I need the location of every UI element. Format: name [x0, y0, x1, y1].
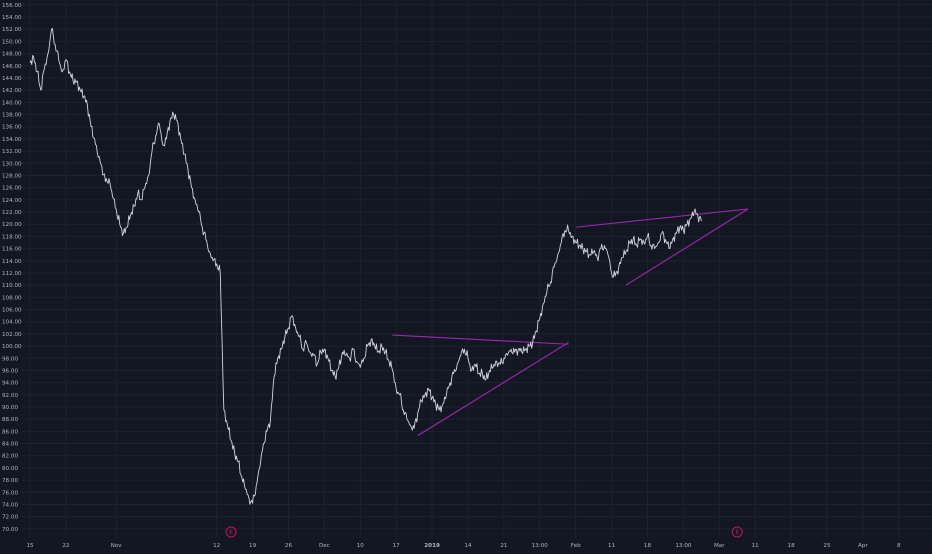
trendline[interactable]	[575, 208, 749, 228]
y-tick-label: 110.00	[2, 283, 22, 289]
x-tick-label: 12	[213, 543, 220, 549]
y-tick-label: 98.00	[2, 356, 18, 362]
x-tick-label: 11	[608, 543, 616, 549]
x-tick-label: 14	[464, 543, 472, 549]
y-tick-label: 142.00	[2, 88, 22, 94]
earnings-marker[interactable]: E	[225, 526, 237, 538]
x-tick-label: 17	[393, 543, 401, 549]
earnings-marker-label: E	[735, 529, 739, 536]
x-tick-label: 11	[752, 543, 760, 549]
y-tick-label: 88.00	[2, 417, 18, 423]
y-tick-label: 146.00	[2, 64, 22, 70]
x-tick-label: Apr	[858, 543, 868, 549]
y-tick-label: 156.00	[2, 3, 22, 9]
x-tick-label: 15	[26, 543, 34, 549]
x-tick-label: Nov	[111, 543, 123, 549]
y-tick-label: 140.00	[2, 100, 22, 106]
y-tick-label: 76.00	[2, 490, 18, 496]
y-tick-label: 152.00	[2, 27, 22, 33]
y-tick-label: 80.00	[2, 466, 18, 472]
y-tick-label: 90.00	[2, 405, 18, 411]
y-tick-label: 150.00	[2, 39, 22, 45]
y-axis[interactable]: 70.00 72.00 74.00 76.00 78.00 80.00 82.00 84.00…	[2, 3, 22, 533]
y-tick-label: 118.00	[2, 234, 22, 240]
y-tick-label: 114.00	[2, 259, 22, 265]
x-tick-label: 2019	[424, 543, 440, 549]
x-tick-label: 19	[249, 543, 257, 549]
grid	[22, 0, 932, 538]
earnings-marker-circle	[731, 526, 743, 538]
y-tick-label: 138.00	[2, 113, 22, 119]
y-tick-label: 154.00	[2, 15, 22, 21]
y-tick-label: 94.00	[2, 381, 18, 387]
y-tick-label: 74.00	[2, 502, 18, 508]
x-tick-label: Feb	[571, 543, 581, 549]
trendlines[interactable]	[392, 208, 749, 437]
earnings-marker-circle	[225, 526, 237, 538]
y-tick-label: 104.00	[2, 320, 22, 326]
y-tick-label: 112.00	[2, 271, 22, 277]
y-tick-label: 86.00	[2, 429, 18, 435]
y-tick-label: 78.00	[2, 478, 18, 484]
y-tick-label: 108.00	[2, 295, 22, 301]
x-tick-label: 25	[823, 543, 831, 549]
trendline[interactable]	[417, 341, 569, 437]
y-tick-label: 132.00	[2, 149, 22, 155]
x-tick-label: 13:00	[532, 543, 549, 549]
y-tick-label: 130.00	[2, 161, 22, 167]
y-tick-label: 82.00	[2, 454, 18, 460]
x-axis[interactable]: 15 22 Nov 12 19 26 Dec 10 17 2019 14 21 13:00 Feb 11 18…	[26, 543, 901, 549]
y-tick-label: 116.00	[2, 247, 22, 253]
y-tick-label: 70.00	[2, 527, 18, 533]
y-tick-label: 120.00	[2, 222, 22, 228]
x-tick-label: 8	[897, 543, 901, 549]
y-tick-label: 84.00	[2, 442, 18, 448]
x-tick-label: Dec	[319, 543, 330, 549]
y-tick-label: 122.00	[2, 210, 22, 216]
y-tick-label: 148.00	[2, 52, 22, 58]
price-line	[29, 27, 702, 505]
y-tick-label: 126.00	[2, 186, 22, 192]
earnings-marker[interactable]: E	[731, 526, 743, 538]
y-tick-label: 72.00	[2, 515, 18, 521]
y-tick-label: 134.00	[2, 137, 22, 143]
x-tick-label: 10	[357, 543, 365, 549]
x-tick-label: 18	[644, 543, 652, 549]
x-tick-label: 26	[285, 543, 293, 549]
trendline[interactable]	[392, 334, 569, 345]
trendline[interactable]	[625, 208, 749, 286]
x-tick-label: Mar	[714, 543, 725, 549]
y-tick-label: 136.00	[2, 125, 22, 131]
price-series	[29, 27, 702, 505]
y-tick-label: 144.00	[2, 76, 22, 82]
x-tick-label: 13:00	[675, 543, 692, 549]
x-tick-label: 22	[62, 543, 69, 549]
x-tick-label: 18	[788, 543, 796, 549]
y-tick-label: 124.00	[2, 198, 22, 204]
earnings-marker-label: E	[229, 529, 233, 536]
y-tick-label: 102.00	[2, 332, 22, 338]
y-tick-label: 96.00	[2, 368, 18, 374]
y-tick-label: 92.00	[2, 393, 18, 399]
y-tick-label: 106.00	[2, 308, 22, 314]
y-tick-label: 128.00	[2, 173, 22, 179]
y-tick-label: 100.00	[2, 344, 22, 350]
x-tick-label: 21	[500, 543, 508, 549]
